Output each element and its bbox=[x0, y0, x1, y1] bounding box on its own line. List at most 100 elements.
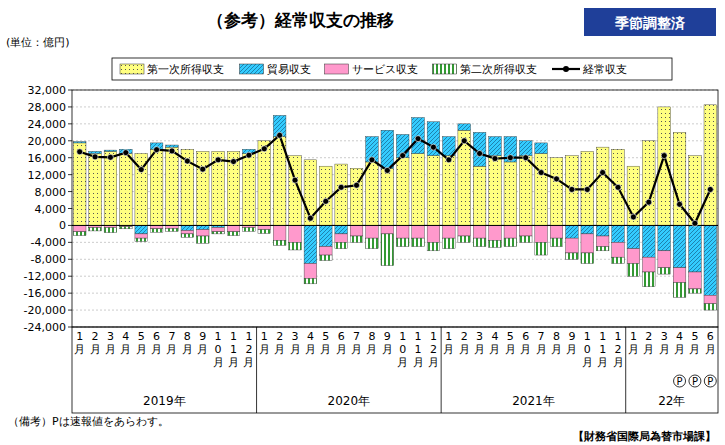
line-marker bbox=[169, 148, 175, 154]
x-tick-char: 月 bbox=[520, 343, 531, 356]
bar bbox=[550, 238, 563, 246]
y-label: (単位：億円) bbox=[6, 36, 70, 49]
bar bbox=[304, 225, 317, 263]
x-tick-char: 月 bbox=[366, 343, 377, 356]
bar bbox=[658, 268, 671, 274]
plot-area bbox=[72, 105, 718, 310]
x-tick-char: 8 bbox=[184, 330, 191, 343]
x-tick-label: 5月 bbox=[505, 330, 516, 356]
x-tick-char: 月 bbox=[382, 343, 393, 356]
legend-swatch bbox=[240, 64, 264, 74]
line-marker bbox=[354, 182, 360, 188]
x-tick-label: 3月 bbox=[105, 330, 116, 356]
line-marker bbox=[200, 166, 206, 172]
bar bbox=[704, 295, 717, 303]
line-marker bbox=[615, 184, 621, 190]
x-tick-char: 2 bbox=[461, 330, 468, 343]
bar bbox=[581, 225, 594, 233]
x-tick-char: 1 bbox=[261, 330, 268, 343]
legend-label: 経常収支 bbox=[582, 63, 627, 76]
x-tick-char: 1 bbox=[599, 330, 606, 343]
bar bbox=[443, 156, 456, 226]
x-tick-char: 月 bbox=[705, 343, 716, 356]
y-tick-label: 8,000 bbox=[35, 186, 67, 199]
x-tick-char: 月 bbox=[120, 343, 131, 356]
bar bbox=[519, 225, 532, 236]
x-group-label: 2020年 bbox=[328, 394, 371, 408]
bar bbox=[504, 162, 517, 225]
bar bbox=[166, 147, 179, 225]
bar bbox=[258, 141, 271, 226]
bar bbox=[227, 151, 240, 152]
note: （備考）Pは速報値をあらわす。 bbox=[8, 415, 169, 428]
x-tick-label: 6月 bbox=[705, 330, 716, 356]
x-tick-label: 7月 bbox=[166, 330, 177, 356]
bar bbox=[443, 225, 456, 238]
bar bbox=[196, 230, 209, 236]
x-tick-char: 月 bbox=[505, 343, 516, 356]
bar bbox=[366, 225, 379, 238]
x-tick-char: 7 bbox=[538, 330, 545, 343]
bar bbox=[335, 225, 348, 233]
bar bbox=[350, 236, 363, 242]
x-tick-label: 6月 bbox=[520, 330, 531, 356]
bar bbox=[258, 230, 271, 234]
bar bbox=[550, 158, 563, 226]
bar bbox=[535, 242, 548, 255]
x-tick-label: 9月 bbox=[566, 330, 577, 356]
bar bbox=[366, 137, 379, 162]
line-marker bbox=[261, 146, 267, 152]
bar bbox=[319, 255, 332, 261]
bar bbox=[458, 236, 471, 242]
x-tick-char: 月 bbox=[305, 343, 316, 356]
bar bbox=[120, 227, 133, 229]
bar bbox=[566, 253, 579, 259]
line-marker bbox=[646, 199, 652, 205]
x-tick-char: 1 bbox=[415, 330, 422, 343]
x-tick-char: 9 bbox=[199, 330, 206, 343]
grid-line bbox=[72, 140, 718, 141]
x-tick-char: 1 bbox=[76, 330, 83, 343]
x-tick-label: 3月 bbox=[290, 330, 301, 356]
x-note: P bbox=[677, 376, 683, 387]
y-tick-label: -16,000 bbox=[24, 287, 66, 300]
x-tick-char: 6 bbox=[522, 330, 529, 343]
y-tick bbox=[68, 276, 72, 277]
y-tick bbox=[68, 191, 72, 192]
x-tick-char: 7 bbox=[168, 330, 175, 343]
x-tick-label: 11月 bbox=[597, 330, 608, 369]
x-tick-label: 2月 bbox=[274, 330, 285, 356]
legend-swatch bbox=[325, 64, 349, 74]
y-tick-label: 24,000 bbox=[28, 118, 67, 131]
x-tick-char: 月 bbox=[443, 343, 454, 356]
x-tick-label: 3月 bbox=[659, 330, 670, 356]
x-tick-char: 1 bbox=[615, 330, 622, 343]
bar bbox=[535, 153, 548, 225]
bar bbox=[642, 272, 655, 287]
bar bbox=[396, 238, 409, 246]
bar bbox=[489, 225, 502, 240]
x-tick-char: 1 bbox=[215, 330, 222, 343]
bar bbox=[196, 236, 209, 243]
line-marker bbox=[584, 186, 590, 192]
legend-frame bbox=[112, 58, 672, 80]
legend-label: サービス収支 bbox=[352, 63, 418, 76]
x-tick-char: 月 bbox=[182, 343, 193, 356]
line bbox=[80, 135, 711, 223]
line-marker bbox=[430, 144, 436, 150]
bar bbox=[627, 264, 640, 277]
bar bbox=[596, 147, 609, 225]
line-marker bbox=[523, 155, 529, 161]
grid-line bbox=[72, 310, 718, 311]
x-tick-char: 1 bbox=[584, 330, 591, 343]
x-tick-char: 1 bbox=[230, 343, 237, 356]
x-tick-label: 5月 bbox=[320, 330, 331, 356]
bar bbox=[550, 157, 563, 158]
bar bbox=[243, 228, 256, 232]
x-tick-char: 月 bbox=[674, 343, 685, 356]
x-tick-char: 5 bbox=[507, 330, 514, 343]
bar bbox=[673, 283, 686, 298]
x-tick-char: 月 bbox=[628, 343, 639, 356]
bar bbox=[150, 225, 163, 228]
bar bbox=[704, 304, 717, 310]
